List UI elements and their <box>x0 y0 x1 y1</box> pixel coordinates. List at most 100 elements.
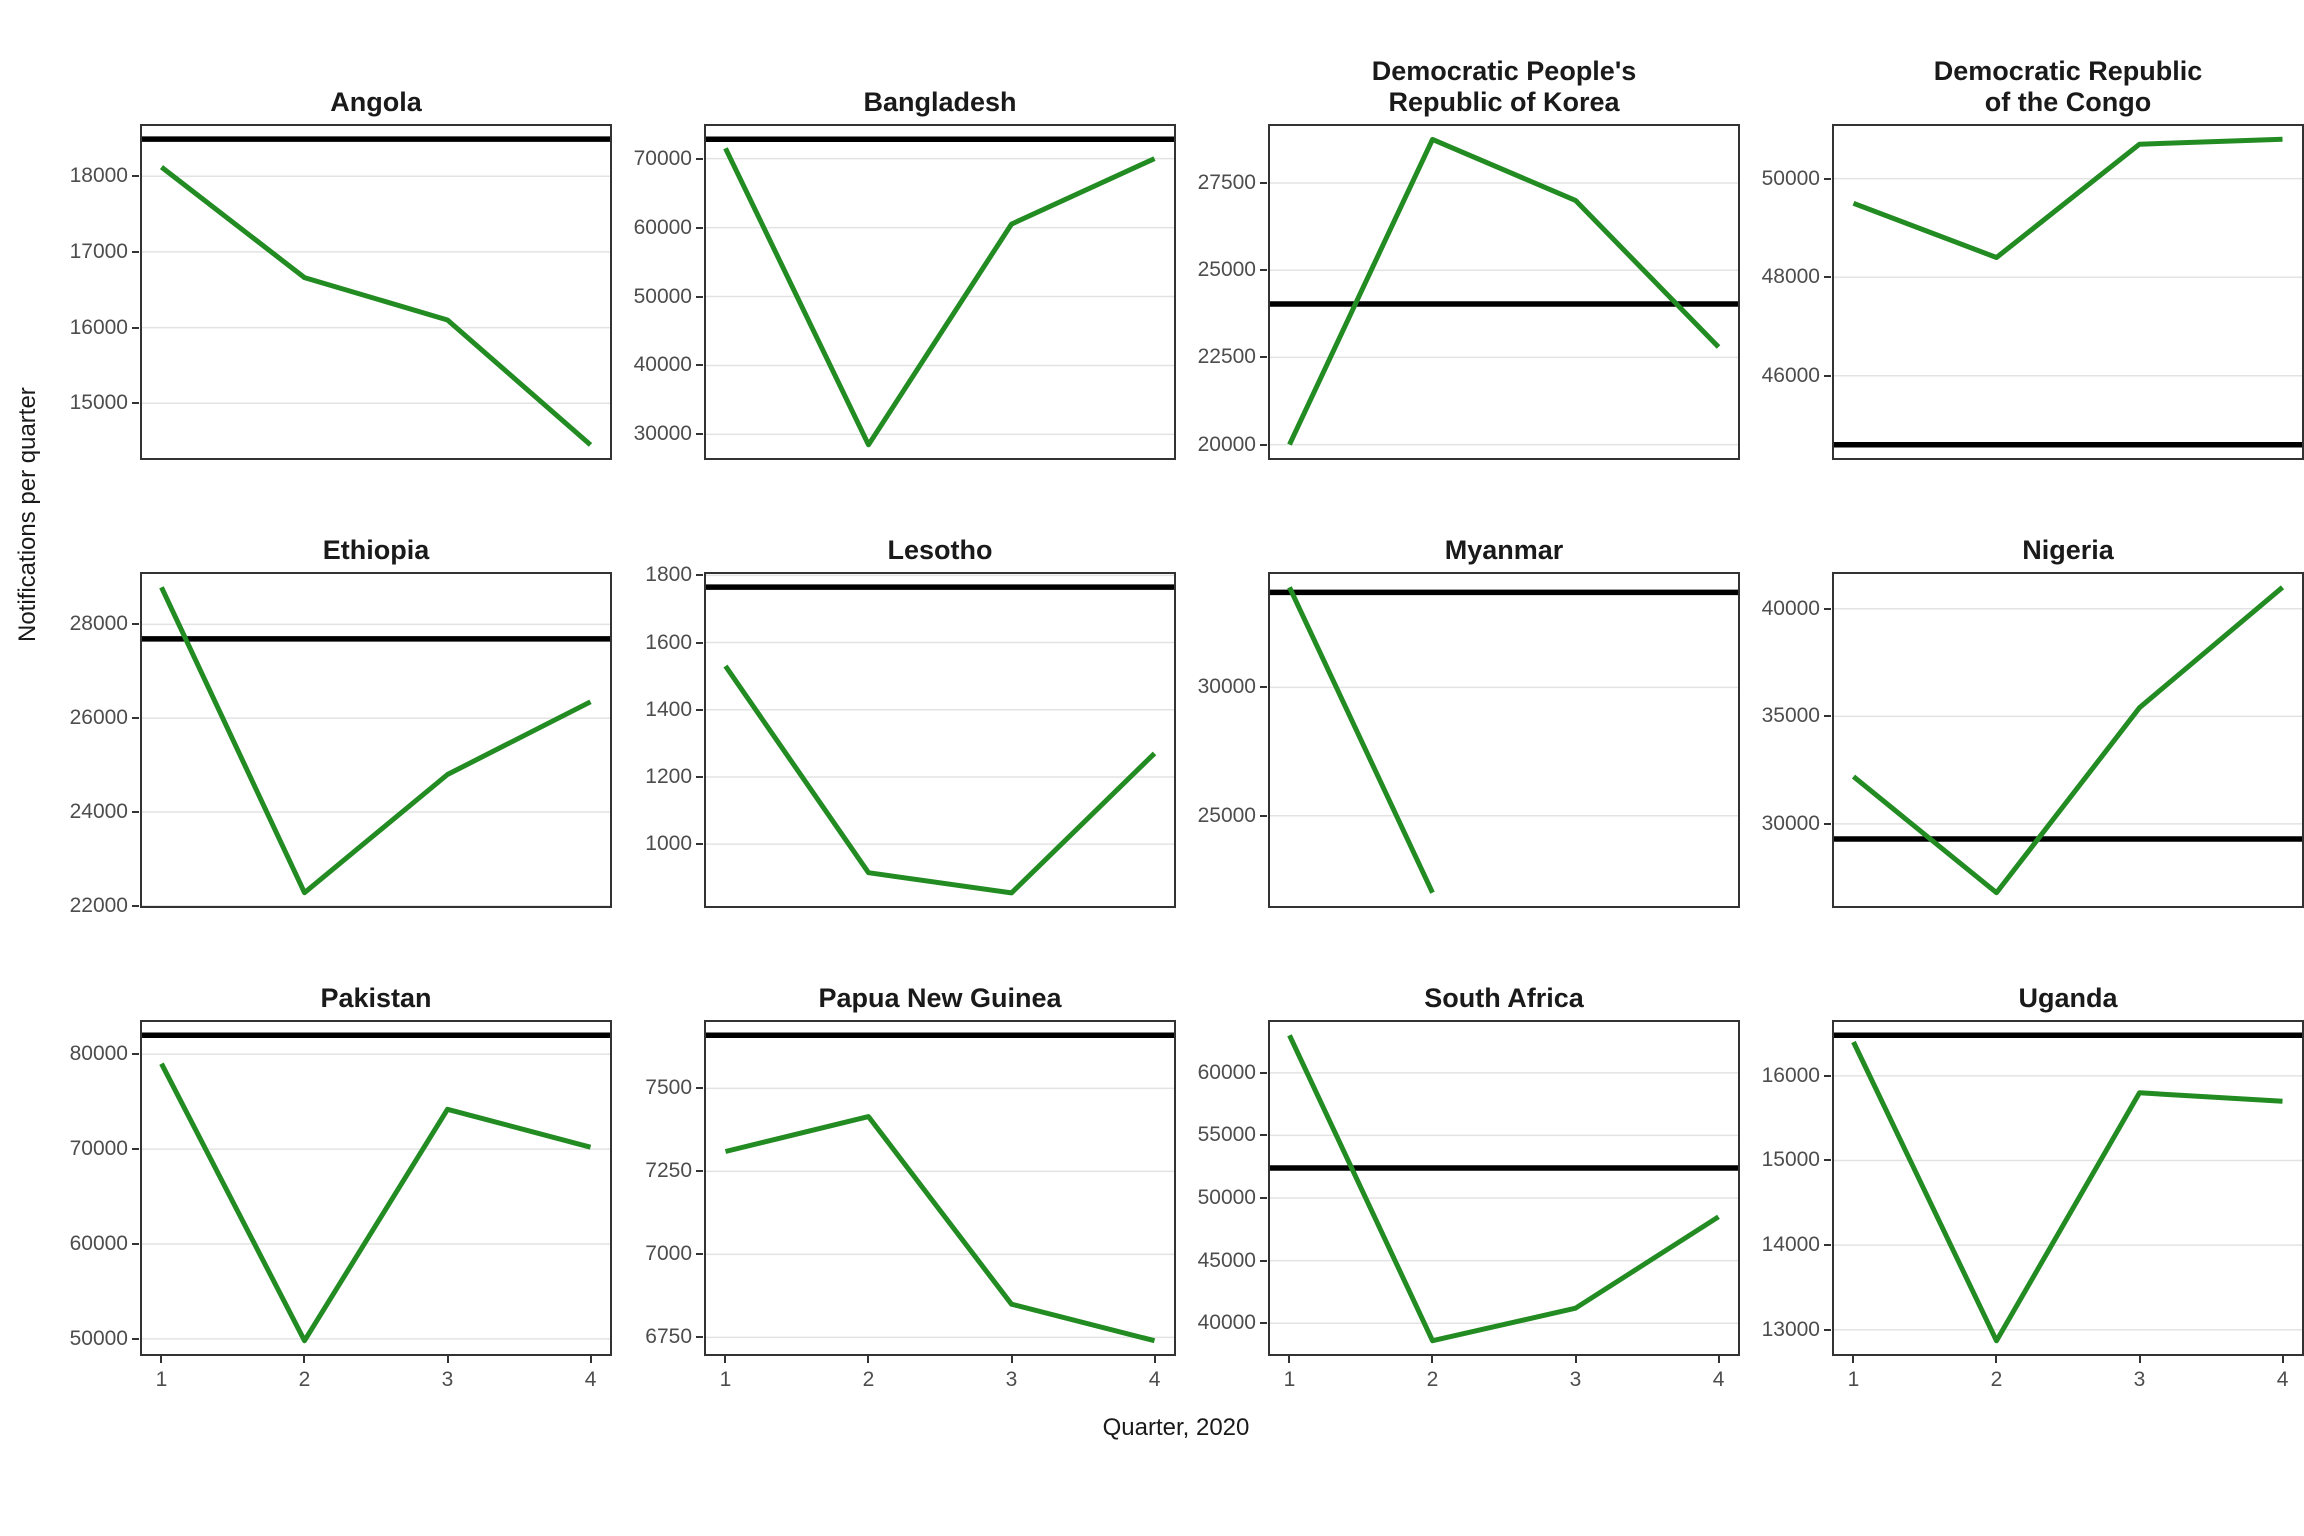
y-tick-mark <box>696 574 703 577</box>
panel-plot <box>704 572 1176 908</box>
facet: Lesotho 1000 1200 1400 1600 1800 <box>612 500 1176 908</box>
y-tick-mark <box>132 904 139 907</box>
x-tick-mark <box>2138 1356 2141 1363</box>
facet-title: South Africa <box>1176 948 1740 1020</box>
y-tick-mark <box>696 1253 703 1256</box>
y-tick-mark <box>1824 607 1831 610</box>
y-tick-label: 25000 <box>1197 258 1256 282</box>
y-tick-mark <box>696 157 703 160</box>
y-tick-mark <box>696 1170 703 1173</box>
y-axis: 22000 24000 26000 28000 <box>48 572 140 917</box>
y-tick-label: 22000 <box>69 893 128 917</box>
y-tick-label: 55000 <box>1197 1123 1256 1147</box>
y-tick-mark <box>696 843 703 846</box>
panel-plot <box>140 1020 612 1356</box>
facet-panel <box>140 124 612 460</box>
y-tick-label: 45000 <box>1197 1248 1256 1272</box>
y-tick-mark <box>1824 374 1831 377</box>
y-tick-mark <box>132 623 139 626</box>
x-axis: 1 2 3 4 <box>140 1356 612 1400</box>
x-tick-label: 2 <box>298 1368 311 1391</box>
panel-plot <box>1832 572 2304 908</box>
y-tick-label: 30000 <box>1761 811 1820 835</box>
facet-title-line: Myanmar <box>1444 535 1564 565</box>
y-tick-mark <box>1260 1197 1267 1199</box>
x-tick-label: 2 <box>862 1368 875 1391</box>
facet-title: Papua New Guinea <box>612 948 1176 1020</box>
facet-panel <box>704 124 1176 460</box>
facet-body: 22000 24000 26000 28000 <box>48 572 612 917</box>
facet-panel <box>704 572 1176 908</box>
facet: Papua New Guinea 6750 7000 7250 7500 1 2 3 4 <box>612 948 1176 1400</box>
x-tick-label: 3 <box>441 1368 454 1391</box>
x-tick-mark <box>303 1356 306 1363</box>
facet-title: Ethiopia <box>48 500 612 572</box>
x-tick-mark <box>1574 1356 1577 1363</box>
y-axis: 40000 45000 50000 55000 60000 <box>1176 1020 1268 1356</box>
facet-title-line: Democratic Republic <box>1933 56 2203 86</box>
facet-title-line: Papua New Guinea <box>818 983 1062 1013</box>
x-tick-label: 4 <box>1712 1368 1725 1391</box>
x-tick-label: 3 <box>1569 1368 1582 1391</box>
y-tick-mark <box>1260 1322 1267 1325</box>
y-tick-label: 40000 <box>633 353 692 377</box>
x-axis: 1 2 3 4 <box>704 1356 1176 1400</box>
facet-panel <box>1268 572 1740 908</box>
y-axis: 15000 16000 17000 18000 <box>48 124 140 460</box>
panel-border <box>704 1020 1176 1356</box>
facet-title-line: Uganda <box>2018 983 2118 1013</box>
y-tick-mark <box>696 1087 703 1090</box>
y-tick-label: 1200 <box>645 764 692 788</box>
y-tick-label: 16000 <box>69 315 128 339</box>
y-tick-label: 50000 <box>633 284 692 308</box>
facet: Uganda 13000 14000 15000 16000 1 2 3 4 <box>1740 948 2304 1400</box>
facet-body: 15000 16000 17000 18000 <box>48 124 612 460</box>
facet: Democratic Republic of the Congo 46000 4800… <box>1740 52 2304 460</box>
y-tick-label: 14000 <box>1761 1233 1820 1257</box>
y-tick-mark <box>1260 1134 1267 1137</box>
x-tick-mark <box>867 1356 870 1363</box>
panel-border <box>1832 1020 2304 1356</box>
y-tick-label: 15000 <box>69 391 128 415</box>
panel-plot <box>704 124 1176 460</box>
y-tick-label: 50000 <box>1761 166 1820 190</box>
y-axis: 13000 14000 15000 16000 <box>1740 1020 1832 1356</box>
y-tick-label: 70000 <box>69 1137 128 1161</box>
x-axis: 1 2 3 4 <box>1832 1356 2304 1400</box>
facet-title-line: Lesotho <box>887 535 993 565</box>
y-tick-mark <box>132 1148 139 1151</box>
y-tick-mark <box>1260 1071 1267 1074</box>
panel-plot <box>1268 572 1740 908</box>
y-axis: 6750 7000 7250 7500 <box>612 1020 704 1356</box>
y-tick-label: 24000 <box>69 800 128 824</box>
y-tick-mark <box>696 295 703 298</box>
facet-panel <box>1832 1020 2304 1356</box>
y-tick-mark <box>696 708 703 711</box>
facet-title: Democratic Republic of the Congo <box>1740 52 2304 124</box>
y-tick-label: 18000 <box>69 164 128 188</box>
facet-grid: Angola 15000 16000 17000 18000 Bangladesh 3000… <box>48 0 2304 1400</box>
y-tick-mark <box>132 402 139 405</box>
facet: Pakistan 50000 60000 70000 80000 1 2 3 4 <box>48 948 612 1400</box>
facet: Myanmar 25000 30000 <box>1176 500 1740 908</box>
panel-plot <box>1832 124 2304 460</box>
y-tick-label: 22500 <box>1197 345 1256 369</box>
y-tick-label: 40000 <box>1197 1311 1256 1335</box>
y-tick-label: 13000 <box>1761 1317 1820 1341</box>
x-tick-mark <box>1995 1356 1998 1363</box>
facet-title-line: Ethiopia <box>322 535 430 565</box>
panel-plot <box>140 572 612 908</box>
facet: Bangladesh 30000 40000 50000 60000 70000 <box>612 52 1176 460</box>
y-tick-mark <box>1260 1259 1267 1262</box>
facet-body: 46000 48000 50000 <box>1740 124 2304 460</box>
y-axis: 46000 48000 50000 <box>1740 124 1832 460</box>
facet-body: 20000 22500 25000 27500 <box>1176 124 1740 460</box>
data-line <box>1851 1040 2283 1344</box>
y-tick-mark <box>132 250 139 253</box>
data-line <box>1287 136 1721 446</box>
x-tick-label: 3 <box>1005 1368 1018 1391</box>
x-tick-label: 1 <box>719 1368 732 1391</box>
y-axis: 20000 22500 25000 27500 <box>1176 124 1268 460</box>
x-tick-mark <box>589 1356 592 1363</box>
panel-border <box>704 572 1176 908</box>
